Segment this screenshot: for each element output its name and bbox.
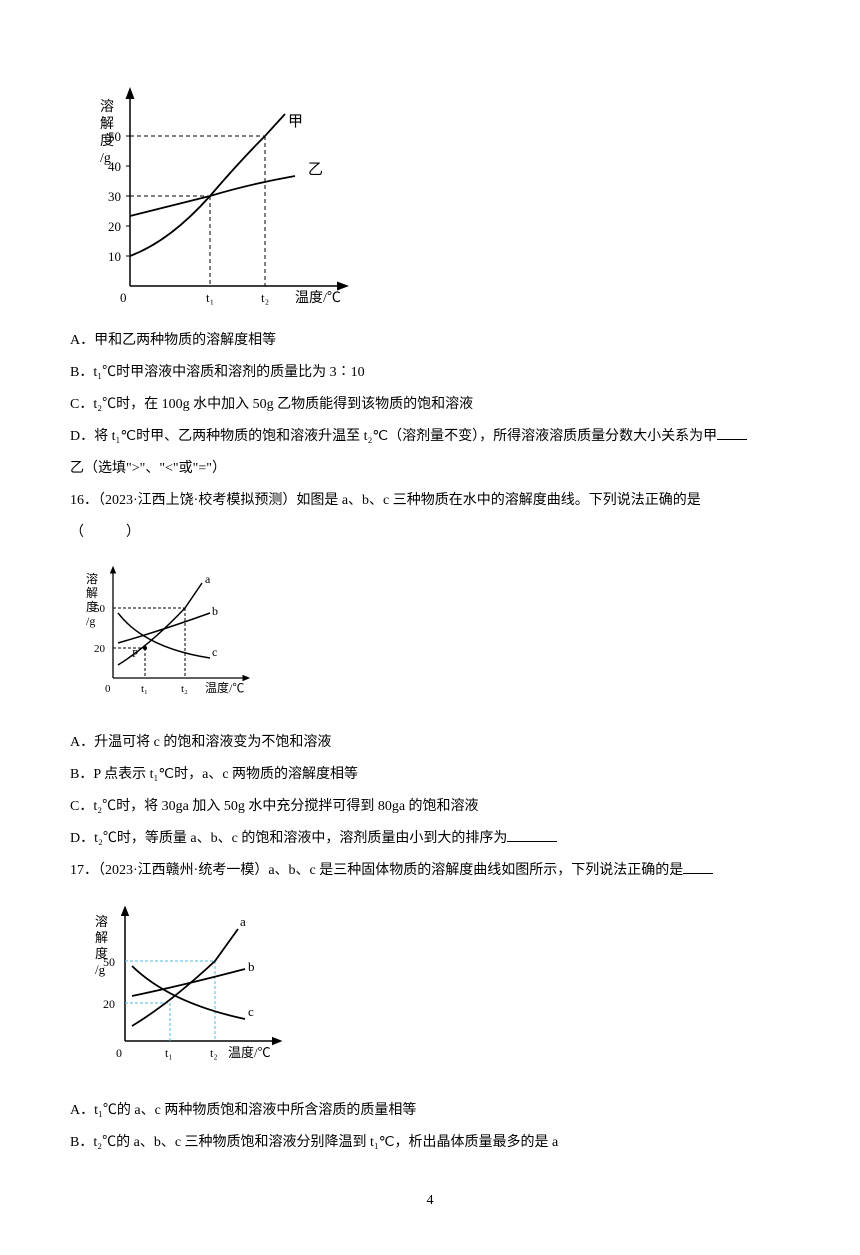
option-text: t₂℃时，将 30ga 加入 50g 水中充分搅拌可得到 80ga 的饱和溶液	[93, 799, 478, 814]
option-text: t₂℃时，等质量 a、b、c 的饱和溶液中，溶剂质量由小到大的排序为	[94, 831, 507, 846]
svg-text:c: c	[248, 1004, 254, 1019]
chart-2-svg: 溶 解 度 /g 50 20 t₁ t₂ 0 温度/℃ P a b c	[70, 553, 260, 708]
svg-text:t₁: t₁	[206, 290, 214, 305]
q16-option-a: A．升温可将 c 的饱和溶液变为不饱和溶液	[70, 729, 810, 757]
q16-paren: （ ）	[70, 519, 810, 547]
y-label: 溶	[100, 99, 114, 115]
curve-label-jia: 甲	[288, 114, 303, 130]
svg-text:20: 20	[94, 643, 106, 655]
point-p-label: P	[132, 648, 138, 660]
stem-text: 17．（2023·江西赣州·统考一模）a、b、c 是三种固体物质的溶解度曲线如图…	[70, 863, 683, 878]
q15-option-b: B．t₁℃时甲溶液中溶质和溶剂的质量比为 3∶10	[70, 359, 810, 387]
option-text: t₂℃的 a、b、c 三种物质饱和溶液分别降温到 t₁℃，析出晶体质量最多的是 …	[93, 1135, 558, 1150]
q15-option-c: C．t₂℃时，在 100g 水中加入 50g 乙物质能得到该物质的饱和溶液	[70, 391, 810, 419]
chart-3-solubility: 溶 解 度 /g 50 20 t₁ t₂ 0 温度/℃ a b c	[70, 891, 810, 1087]
chart-1-solubility: 溶 解 度 /g 10 20 30 40 50 t₁ t₂ 0 温度/℃ 甲 乙	[70, 66, 810, 317]
svg-text:0: 0	[116, 1046, 122, 1060]
svg-text:20: 20	[108, 219, 121, 234]
option-text: t₂℃时，在 100g 水中加入 50g 乙物质能得到该物质的饱和溶液	[93, 397, 473, 412]
option-text: 乙（选填">"、"<"或"="）	[70, 461, 226, 476]
d-blank	[507, 841, 557, 842]
svg-text:50: 50	[94, 603, 106, 615]
q15-option-d: D．将 t₁℃时甲、乙两种物质的饱和溶液升温至 t₂℃（溶剂量不变），所得溶液溶…	[70, 423, 810, 451]
option-text: 甲和乙两种物质的溶解度相等	[94, 333, 276, 348]
svg-text:t₂: t₂	[210, 1046, 218, 1060]
q17-option-b: B．t₂℃的 a、b、c 三种物质饱和溶液分别降温到 t₁℃，析出晶体质量最多的…	[70, 1129, 810, 1157]
svg-text:40: 40	[108, 159, 121, 174]
svg-text:50: 50	[103, 955, 115, 969]
page-number: 4	[50, 1187, 810, 1215]
svg-text:20: 20	[103, 997, 115, 1011]
chart-3-svg: 溶 解 度 /g 50 20 t₁ t₂ 0 温度/℃ a b c	[70, 891, 295, 1076]
q16-option-c: C．t₂℃时，将 30ga 加入 50g 水中充分搅拌可得到 80ga 的饱和溶…	[70, 793, 810, 821]
svg-text:t₁: t₁	[165, 1046, 173, 1060]
paren-text: （ ）	[70, 525, 140, 540]
svg-text:t₂: t₂	[181, 683, 188, 695]
option-text: t₁℃时甲溶液中溶质和溶剂的质量比为 3∶10	[93, 365, 364, 380]
q17-stem: 17．（2023·江西赣州·统考一模）a、b、c 是三种固体物质的溶解度曲线如图…	[70, 857, 810, 885]
svg-text:解: 解	[95, 930, 108, 945]
svg-text:a: a	[240, 914, 246, 929]
option-text: 升温可将 c 的饱和溶液变为不饱和溶液	[94, 735, 331, 750]
svg-text:t₂: t₂	[261, 290, 269, 305]
svg-text:10: 10	[108, 249, 121, 264]
d-blank	[717, 439, 747, 440]
svg-text:a: a	[205, 572, 211, 586]
q16-option-d: D．t₂℃时，等质量 a、b、c 的饱和溶液中，溶剂质量由小到大的排序为	[70, 825, 810, 853]
svg-text:t₁: t₁	[141, 683, 148, 695]
curve-label-yi: 乙	[308, 162, 323, 178]
svg-text:0: 0	[120, 290, 127, 305]
stem-text: 16．（2023·江西上饶·校考模拟预测）如图是 a、b、c 三种物质在水中的溶…	[70, 493, 701, 508]
svg-text:c: c	[212, 645, 217, 659]
x-axis-label: 温度/℃	[295, 290, 341, 306]
stem-blank	[683, 873, 713, 874]
q17-option-a: A．t₁℃的 a、c 两种物质饱和溶液中所含溶质的质量相等	[70, 1097, 810, 1125]
q16-option-b: B．P 点表示 t₁℃时，a、c 两物质的溶解度相等	[70, 761, 810, 789]
q15-option-a: A．甲和乙两种物质的溶解度相等	[70, 327, 810, 355]
chart-2-solubility: 溶 解 度 /g 50 20 t₁ t₂ 0 温度/℃ P a b c	[70, 553, 810, 719]
svg-text:0: 0	[105, 683, 111, 695]
svg-text:50: 50	[108, 129, 121, 144]
option-text: t₁℃的 a、c 两种物质饱和溶液中所含溶质的质量相等	[94, 1103, 416, 1118]
option-text: P 点表示 t₁℃时，a、c 两物质的溶解度相等	[93, 767, 358, 782]
option-text: 将 t₁℃时甲、乙两种物质的饱和溶液升温至 t₂℃（溶剂量不变），所得溶液溶质质…	[94, 429, 717, 444]
q15-option-d-line2: 乙（选填">"、"<"或"="）	[70, 455, 810, 483]
q16-stem: 16．（2023·江西上饶·校考模拟预测）如图是 a、b、c 三种物质在水中的溶…	[70, 487, 810, 515]
svg-text:温度/℃: 温度/℃	[205, 680, 244, 695]
svg-text:解: 解	[86, 586, 98, 600]
svg-text:/g: /g	[86, 614, 95, 628]
svg-text:温度/℃: 温度/℃	[228, 1045, 271, 1060]
svg-text:b: b	[248, 959, 255, 974]
svg-text:溶: 溶	[86, 571, 98, 586]
svg-text:30: 30	[108, 189, 121, 204]
svg-text:溶: 溶	[95, 914, 108, 929]
chart-1-svg: 溶 解 度 /g 10 20 30 40 50 t₁ t₂ 0 温度/℃ 甲 乙	[70, 66, 360, 306]
svg-text:b: b	[212, 604, 218, 618]
